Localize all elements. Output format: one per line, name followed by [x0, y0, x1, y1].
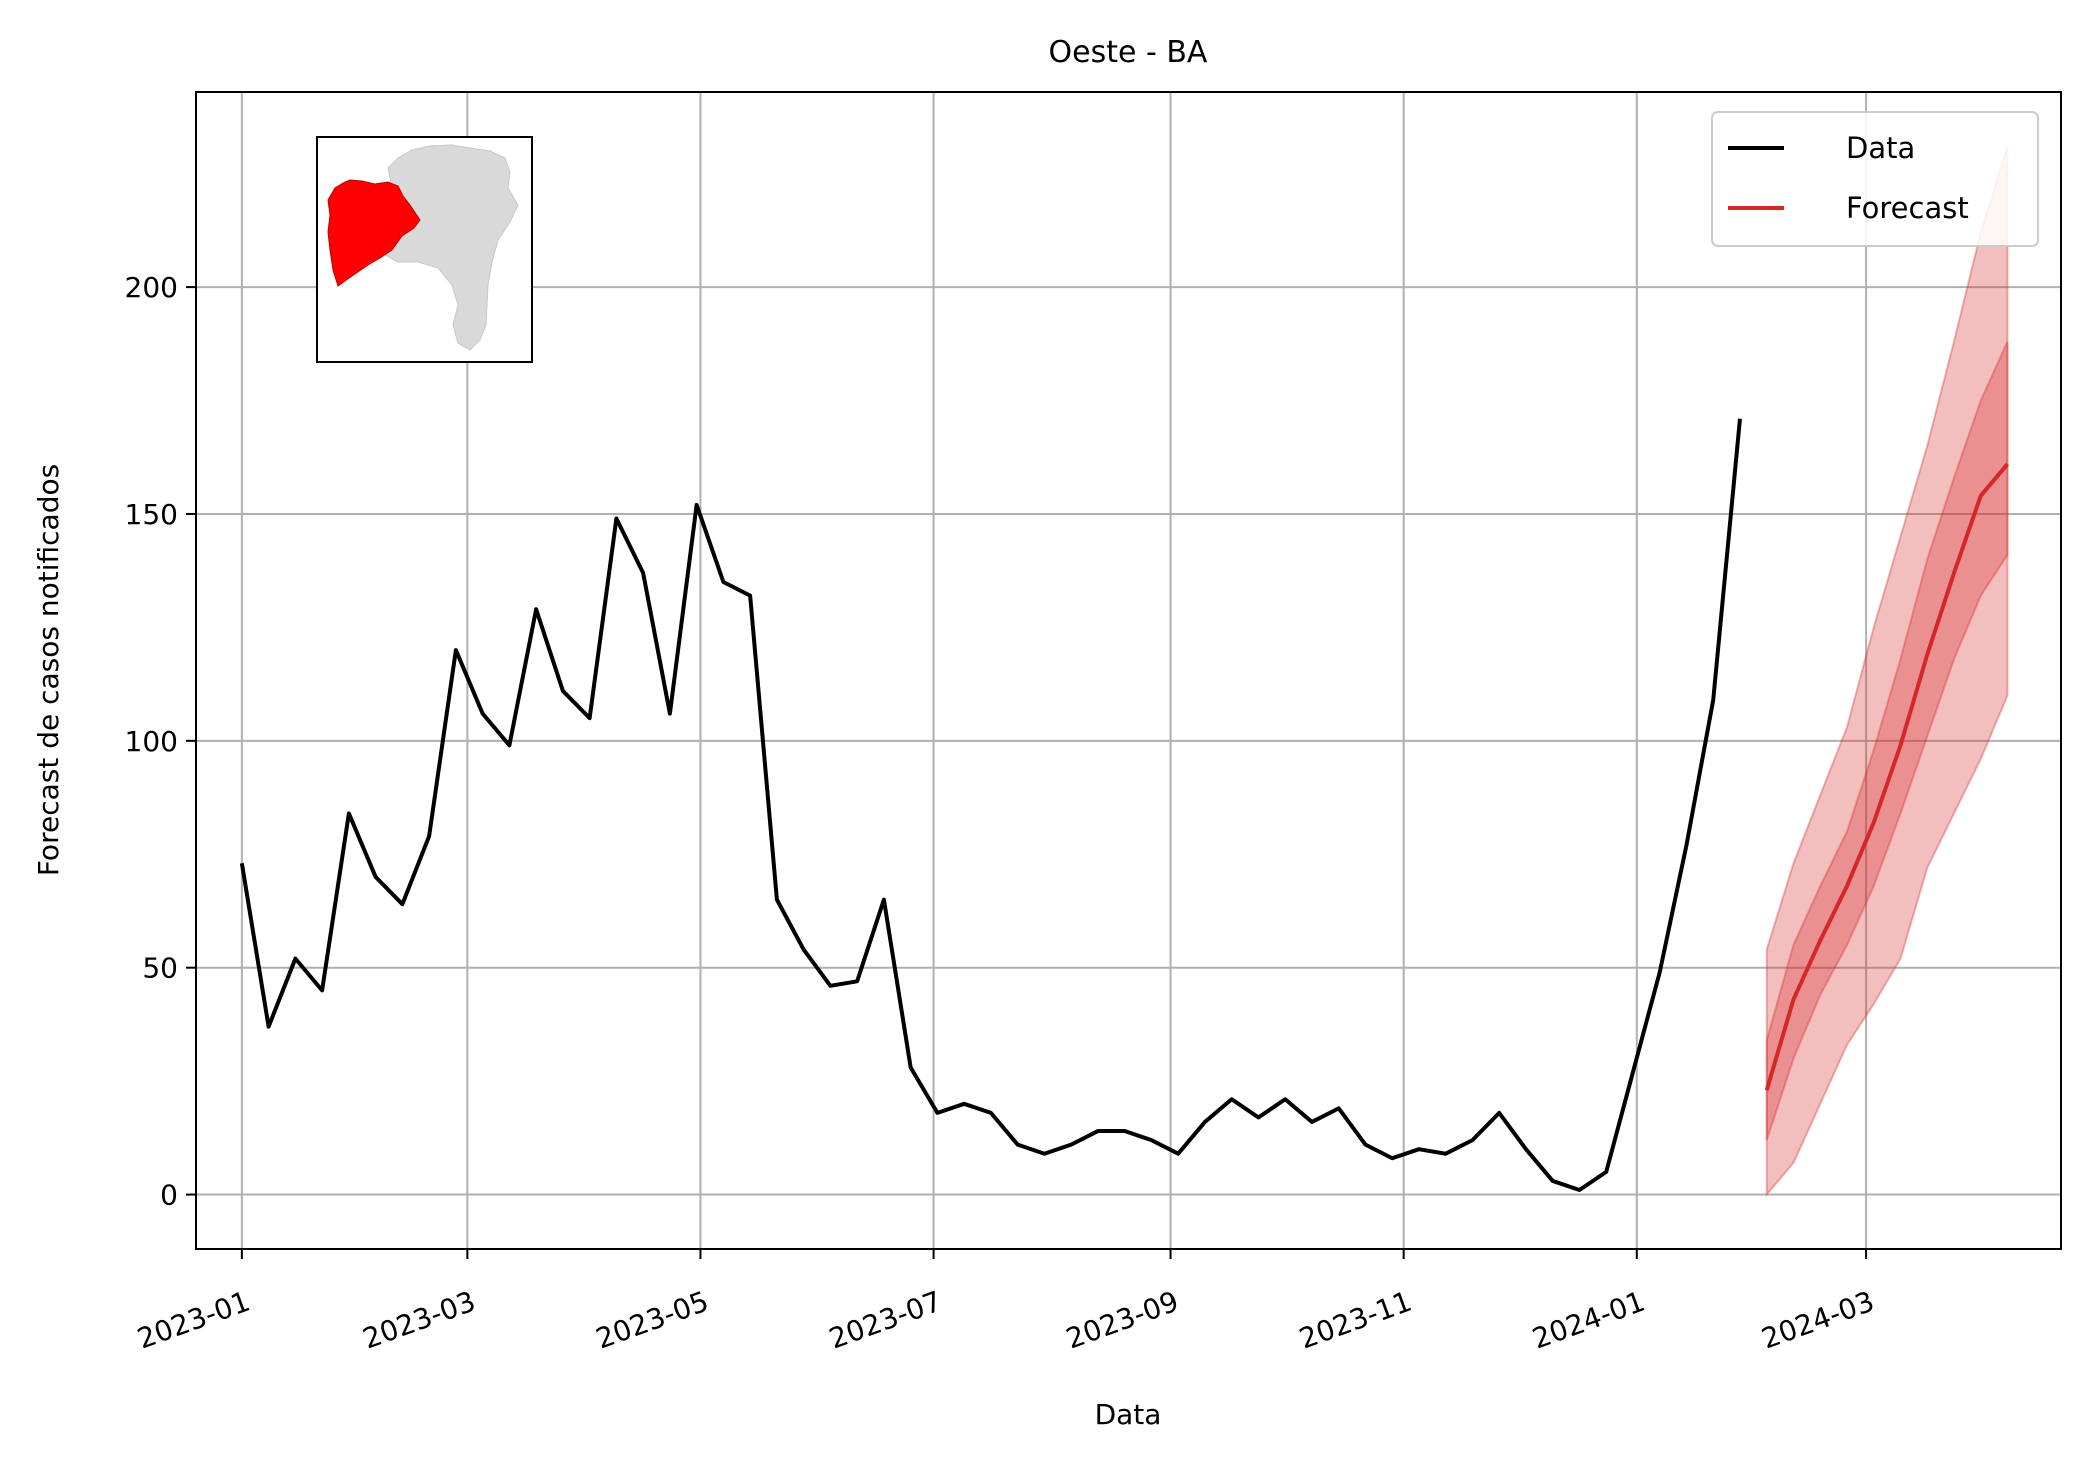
forecast-outer-interval	[1765, 146, 2009, 1198]
y-axis: 0 50 100 150 200	[125, 271, 196, 1212]
y-tick-label: 50	[142, 952, 178, 985]
state-shape	[383, 144, 519, 351]
grid	[196, 92, 2061, 1249]
x-axis-label: Data	[1095, 1398, 1162, 1431]
legend: Data Forecast	[1711, 111, 2039, 247]
highlighted-region	[327, 179, 421, 287]
y-tick-label: 150	[125, 498, 178, 531]
y-axis-label: Forecast de casos notificados	[32, 464, 65, 876]
forecast-bands	[1765, 146, 2009, 1198]
chart-title: Oeste - BA	[1049, 35, 1208, 70]
y-tick-label: 200	[125, 271, 178, 304]
legend-label-data: Data	[1846, 131, 1915, 165]
y-tick-label: 100	[125, 725, 178, 758]
legend-box	[1711, 111, 2039, 247]
series-lines	[239, 418, 2010, 1193]
region-inset-map	[316, 136, 533, 363]
y-tick-label: 0	[160, 1179, 178, 1212]
series-line-forecast	[1764, 462, 2010, 1091]
plot-frame	[195, 91, 2062, 1250]
forecast-inner-interval	[1765, 341, 2009, 1141]
series-line-data	[239, 418, 1742, 1193]
legend-label-forecast: Forecast	[1846, 191, 1969, 225]
